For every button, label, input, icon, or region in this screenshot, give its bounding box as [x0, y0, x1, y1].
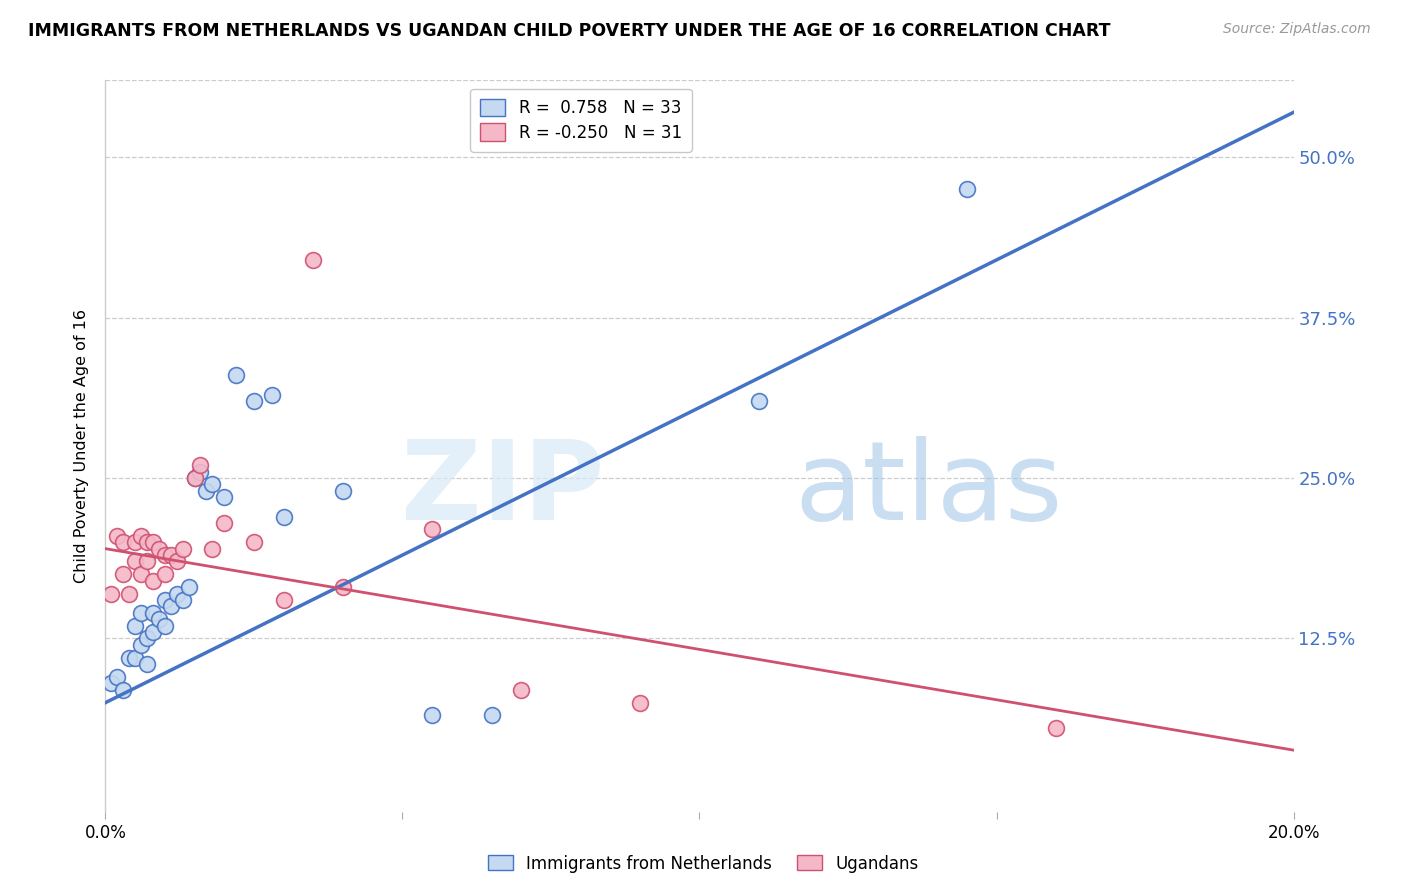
Y-axis label: Child Poverty Under the Age of 16: Child Poverty Under the Age of 16 — [75, 309, 90, 583]
Text: ZIP: ZIP — [401, 436, 605, 543]
Point — [260, 387, 283, 401]
Point — [112, 567, 135, 582]
Point — [124, 618, 146, 632]
Legend: Immigrants from Netherlands, Ugandans: Immigrants from Netherlands, Ugandans — [481, 848, 925, 880]
Point — [159, 599, 181, 614]
Point — [201, 541, 224, 556]
Point — [112, 682, 135, 697]
Point — [129, 606, 152, 620]
Point — [166, 554, 188, 568]
Point — [148, 612, 170, 626]
Point — [100, 586, 122, 600]
Point — [129, 529, 152, 543]
Point — [172, 541, 194, 556]
Point — [100, 676, 122, 690]
Point — [481, 708, 503, 723]
Point — [420, 708, 443, 723]
Point — [243, 535, 266, 549]
Point — [243, 394, 266, 409]
Point — [153, 618, 176, 632]
Point — [112, 535, 135, 549]
Point — [153, 548, 176, 562]
Point — [177, 580, 200, 594]
Point — [159, 548, 181, 562]
Point — [214, 516, 236, 530]
Point — [225, 368, 247, 383]
Point — [124, 535, 146, 549]
Point — [105, 670, 128, 684]
Point — [136, 657, 159, 672]
Point — [136, 554, 159, 568]
Point — [105, 529, 128, 543]
Point — [172, 593, 194, 607]
Point — [183, 471, 205, 485]
Point — [129, 638, 152, 652]
Point — [136, 632, 159, 646]
Point — [118, 586, 141, 600]
Point — [628, 696, 651, 710]
Point — [142, 606, 165, 620]
Point — [148, 541, 170, 556]
Point — [142, 625, 165, 640]
Text: Source: ZipAtlas.com: Source: ZipAtlas.com — [1223, 22, 1371, 37]
Point — [153, 593, 176, 607]
Point — [273, 509, 295, 524]
Point — [166, 586, 188, 600]
Point — [136, 535, 159, 549]
Point — [124, 650, 146, 665]
Point — [201, 477, 224, 491]
Point — [273, 593, 295, 607]
Point — [142, 574, 165, 588]
Legend: R =  0.758   N = 33, R = -0.250   N = 31: R = 0.758 N = 33, R = -0.250 N = 31 — [470, 88, 692, 152]
Point — [956, 182, 979, 196]
Point — [153, 567, 176, 582]
Point — [129, 567, 152, 582]
Point — [183, 471, 205, 485]
Point — [142, 535, 165, 549]
Point — [510, 682, 533, 697]
Point — [748, 394, 770, 409]
Point — [190, 465, 212, 479]
Point — [302, 252, 325, 267]
Point — [1045, 721, 1067, 735]
Point — [420, 523, 443, 537]
Text: IMMIGRANTS FROM NETHERLANDS VS UGANDAN CHILD POVERTY UNDER THE AGE OF 16 CORRELA: IMMIGRANTS FROM NETHERLANDS VS UGANDAN C… — [28, 22, 1111, 40]
Point — [124, 554, 146, 568]
Point — [214, 491, 236, 505]
Point — [332, 483, 354, 498]
Text: atlas: atlas — [794, 436, 1063, 543]
Point — [190, 458, 212, 473]
Point — [332, 580, 354, 594]
Point — [195, 483, 218, 498]
Point — [118, 650, 141, 665]
